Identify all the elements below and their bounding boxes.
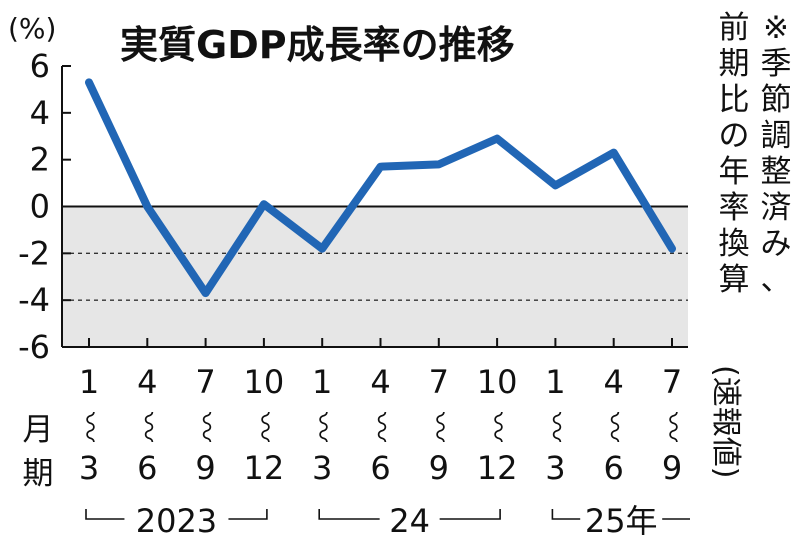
year-group-bracket (318, 509, 501, 520)
y-tick-label: 6 (30, 47, 50, 85)
y-tick-label: 4 (30, 94, 50, 132)
y-tick-label: -6 (18, 328, 50, 366)
x-label-tilde: 〰 (479, 412, 514, 442)
preliminary-label: (速報値) (708, 365, 743, 478)
x-label-end: 9 (662, 449, 682, 487)
y-tick-label: 0 (30, 188, 50, 226)
x-label-tilde: 〰 (596, 412, 631, 442)
x-label-tilde: 〰 (537, 412, 572, 442)
year-group-label: 24 (389, 502, 430, 540)
y-tick-label: -2 (18, 234, 50, 272)
x-label-tilde: 〰 (71, 412, 106, 442)
month-axis-label: 月期 (23, 412, 54, 492)
x-label-end: 6 (370, 449, 390, 487)
x-label-end: 6 (137, 449, 157, 487)
x-label-tilde: 〰 (188, 412, 223, 442)
note-text: ※季節調整済み、前期比の年率換算 (719, 10, 792, 298)
year-group-bracket (551, 509, 690, 520)
x-label-end: 9 (429, 449, 449, 487)
x-label-tilde: 〰 (654, 412, 689, 442)
x-label-end: 3 (79, 449, 99, 487)
y-axis-unit: (%) (8, 12, 56, 45)
x-label-start: 10 (477, 363, 518, 401)
year-group-label: 2023 (136, 502, 217, 540)
x-label-start: 7 (662, 363, 682, 401)
x-label-start: 7 (429, 363, 449, 401)
x-label-start: 4 (137, 363, 157, 401)
chart-title: 実質GDP成長率の推移 (120, 23, 515, 67)
y-tick-label: -4 (18, 281, 50, 319)
x-label-start: 7 (195, 363, 215, 401)
year-group-bracket (85, 509, 268, 520)
negative-region-shade (62, 206, 688, 347)
year-group-label: 25年 (585, 502, 658, 540)
series-line (85, 78, 676, 298)
x-label-start: 1 (312, 363, 332, 401)
x-label-tilde: 〰 (363, 412, 398, 442)
x-label-start: 4 (370, 363, 390, 401)
x-label-tilde: 〰 (304, 412, 339, 442)
x-label-end: 12 (477, 449, 518, 487)
y-tick-label: 2 (30, 141, 50, 179)
x-label-start: 1 (79, 363, 99, 401)
x-label-end: 3 (545, 449, 565, 487)
x-label-end: 6 (604, 449, 624, 487)
x-label-end: 3 (312, 449, 332, 487)
x-label-end: 9 (195, 449, 215, 487)
x-label-tilde: 〰 (421, 412, 456, 442)
x-label-start: 4 (604, 363, 624, 401)
x-label-end: 12 (244, 449, 285, 487)
x-label-start: 1 (545, 363, 565, 401)
x-label-tilde: 〰 (129, 412, 164, 442)
x-label-tilde: 〰 (246, 412, 281, 442)
x-label-start: 10 (244, 363, 285, 401)
